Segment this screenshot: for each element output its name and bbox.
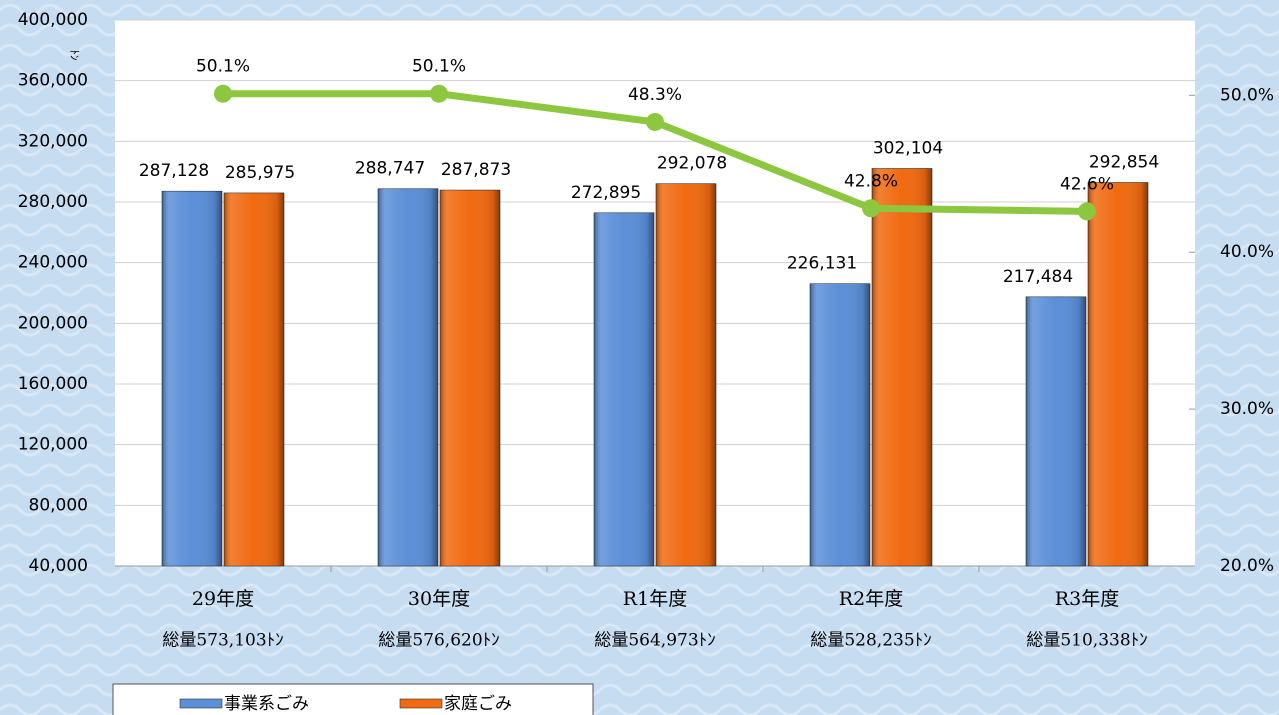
- y-tick-label: 320,000: [18, 131, 88, 151]
- total-label: 総量528,235ﾄﾝ: [810, 631, 931, 651]
- line-label: 42.6%: [1060, 174, 1114, 194]
- total-label: 総量576,620ﾄﾝ: [378, 631, 499, 651]
- line-point: [862, 199, 880, 218]
- y-tick-label: 120,000: [18, 435, 88, 455]
- legend-label: 事業系ごみ: [224, 694, 309, 714]
- data-label: 226,131: [787, 254, 857, 274]
- y2-tick-label: 40.0%: [1220, 242, 1274, 262]
- line-point: [1078, 202, 1096, 221]
- y2-tick-label: 20.0%: [1220, 556, 1274, 576]
- total-label: 総量573,103ﾄﾝ: [162, 631, 283, 651]
- y-tick-label: 280,000: [18, 192, 88, 212]
- data-label: 272,895: [571, 183, 641, 203]
- bar-shade: [224, 192, 284, 566]
- legend-swatch: [399, 698, 443, 709]
- data-label: 292,854: [1089, 153, 1159, 173]
- y-tick-label: 400,000: [18, 10, 88, 30]
- bar-shade: [594, 212, 654, 566]
- line-point: [430, 84, 448, 103]
- y-tick-label: 80,000: [29, 495, 88, 515]
- total-label: 総量564,973ﾄﾝ: [594, 631, 715, 651]
- x-tick-label: R1年度: [623, 588, 687, 610]
- data-label: 287,873: [441, 160, 511, 180]
- x-tick-label: R2年度: [839, 588, 903, 610]
- y-tick-label: 360,000: [18, 71, 88, 91]
- bar-shade: [162, 191, 222, 566]
- data-label: 217,484: [1003, 267, 1073, 287]
- data-label: 302,104: [873, 138, 943, 158]
- x-tick-label: 29年度: [192, 588, 254, 610]
- data-label: 285,975: [225, 163, 295, 183]
- x-tick-label: R3年度: [1055, 588, 1119, 610]
- bar-shade: [872, 168, 932, 567]
- y-tick-label: 160,000: [18, 374, 88, 394]
- y2-tick-label: 50.0%: [1220, 85, 1274, 105]
- bar-shade: [378, 188, 438, 567]
- plot-area: [115, 20, 1195, 566]
- data-label: 287,128: [139, 161, 209, 181]
- legend-label: 家庭ごみ: [444, 694, 512, 714]
- line-label: 50.1%: [412, 57, 466, 77]
- bar-shade: [440, 190, 500, 567]
- line-label: 50.1%: [196, 57, 250, 77]
- y-tick-label: 240,000: [18, 253, 88, 273]
- line-label: 48.3%: [628, 85, 682, 105]
- legend-swatch: [179, 698, 223, 709]
- y-unit: ﾄﾝ: [68, 50, 81, 61]
- bar-shade: [810, 283, 870, 566]
- line-point: [214, 84, 232, 103]
- data-label: 288,747: [355, 159, 425, 179]
- y-tick-label: 40,000: [29, 556, 88, 576]
- bar-shade: [1088, 182, 1148, 566]
- y-tick-label: 200,000: [18, 313, 88, 333]
- y2-tick-label: 30.0%: [1220, 399, 1274, 419]
- line-point: [646, 112, 664, 131]
- bar-shade: [656, 183, 716, 566]
- x-tick-label: 30年度: [408, 588, 470, 610]
- data-label: 292,078: [657, 154, 727, 174]
- line-label: 42.8%: [844, 171, 898, 191]
- bar-shade: [1026, 296, 1086, 566]
- total-label: 総量510,338ﾄﾝ: [1026, 631, 1147, 651]
